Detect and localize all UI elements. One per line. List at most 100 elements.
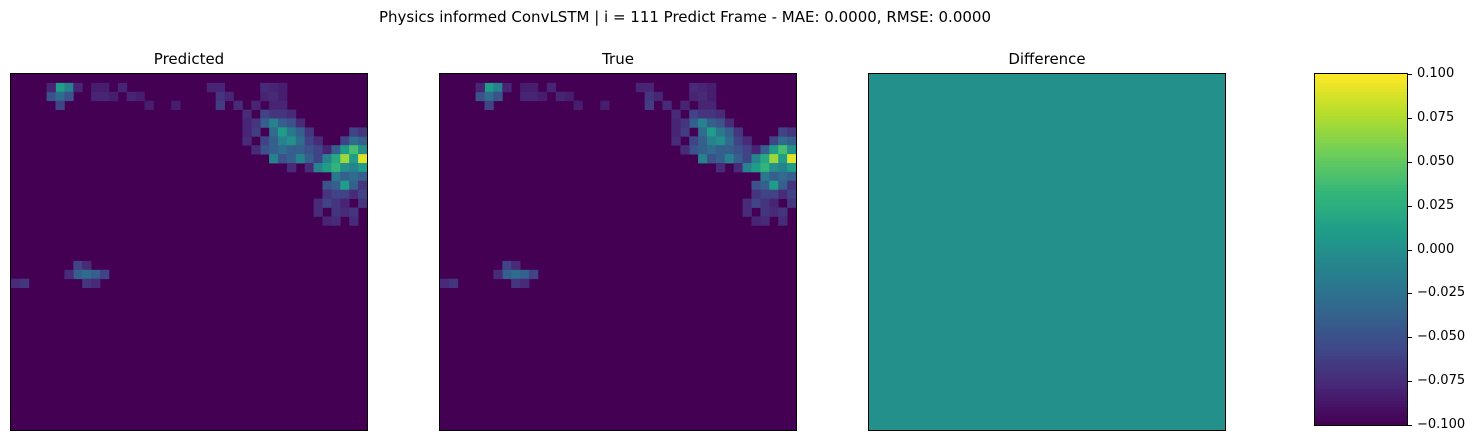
true-cell [546, 82, 557, 93]
true-cell [733, 127, 743, 137]
predicted-cell [100, 269, 110, 280]
true-cell [787, 136, 796, 146]
predicted-cell [295, 145, 306, 155]
predicted-cell [215, 91, 225, 102]
colorbar-segment [1315, 359, 1407, 363]
colorbar-segment [1315, 242, 1407, 246]
true-cell [742, 154, 752, 164]
true-cell [742, 163, 752, 173]
true-cell [698, 82, 708, 93]
predicted-cell [269, 154, 279, 164]
true-cell [787, 189, 796, 199]
true-cell [751, 163, 761, 173]
true-cell [724, 136, 735, 146]
predicted-cell [242, 118, 252, 128]
colorbar-segment [1315, 272, 1407, 276]
difference-fill [869, 74, 1225, 430]
predicted-cell [358, 180, 367, 191]
predicted-cell [73, 269, 83, 280]
true-cell [751, 145, 761, 155]
true-cell [751, 180, 761, 191]
true-cell [689, 145, 699, 155]
colorbar-segment [1315, 347, 1407, 351]
true-cell [751, 198, 761, 208]
true-cell [733, 136, 743, 146]
colorbar-segment [1315, 131, 1407, 135]
colorbar-segment [1315, 269, 1407, 273]
true-cell [760, 216, 770, 226]
colorbar-segment [1315, 413, 1407, 417]
colorbar-segment [1315, 209, 1407, 213]
true-cell [751, 189, 761, 199]
true-cell [520, 278, 530, 288]
true-cell [573, 100, 583, 110]
predicted-cell [286, 163, 297, 173]
colorbar-segment [1315, 395, 1407, 399]
colorbar-segment [1315, 185, 1407, 189]
colorbar-segment [1315, 308, 1407, 312]
true-cell [440, 278, 450, 288]
true-cell [644, 82, 654, 93]
predicted-cell [206, 82, 217, 93]
true-cell [778, 216, 788, 226]
true-cell [653, 91, 663, 102]
predicted-cell [349, 171, 359, 182]
true-cell [484, 100, 494, 110]
predicted-cell [260, 91, 270, 102]
colorbar-segment [1315, 338, 1407, 342]
predicted-cell [278, 118, 288, 128]
predicted-cell [331, 163, 341, 173]
predicted-cell [358, 198, 367, 208]
predicted-cell [295, 127, 306, 137]
true-cell [502, 260, 512, 271]
predicted-cell [278, 82, 288, 93]
predicted-cell [322, 198, 332, 208]
true-cell [787, 127, 796, 137]
predicted-cell [91, 278, 101, 288]
colorbar-segment [1315, 116, 1407, 120]
predicted-cell [64, 82, 74, 93]
colorbar-segment [1315, 74, 1407, 78]
colorbar-segment [1315, 329, 1407, 333]
predicted-cell [251, 127, 261, 137]
colorbar-segment [1315, 263, 1407, 267]
colorbar-segment [1315, 278, 1407, 282]
colorbar-segment [1315, 155, 1407, 159]
colorbar-segment [1315, 212, 1407, 216]
true-cell [724, 145, 735, 155]
true-cell [511, 269, 521, 280]
colorbar-tick-mark [1407, 161, 1412, 163]
predicted-cell [82, 269, 92, 280]
predicted-cell [269, 136, 279, 146]
true-cell [760, 207, 770, 217]
true-cell [698, 145, 708, 155]
true-cell [671, 136, 681, 146]
predicted-cell [340, 163, 350, 173]
colorbar-segment [1315, 233, 1407, 237]
true-cell [707, 91, 717, 102]
predicted-cell [295, 154, 306, 164]
true-cell [778, 154, 788, 164]
true-cell [715, 145, 726, 155]
true-cell [644, 91, 654, 102]
colorbar-segment [1315, 80, 1407, 84]
predicted-cell [278, 109, 288, 119]
predicted-cell [260, 109, 270, 119]
colorbar-segment [1315, 290, 1407, 294]
true-cell [769, 189, 779, 199]
true-cell [760, 171, 770, 182]
predicted-cell [260, 82, 270, 93]
colorbar-segment [1315, 344, 1407, 348]
predicted-cell [251, 145, 261, 155]
colorbar-segment [1315, 257, 1407, 261]
true-cell [680, 127, 690, 137]
colorbar-segment [1315, 401, 1407, 405]
predicted-cell [358, 154, 367, 164]
predicted-cell [100, 82, 110, 93]
true-cell [778, 180, 788, 191]
predicted-cell [304, 127, 314, 137]
predicted-cell [349, 145, 359, 155]
colorbar-segment [1315, 302, 1407, 306]
predicted-cell [260, 145, 270, 155]
true-cell [778, 127, 788, 137]
